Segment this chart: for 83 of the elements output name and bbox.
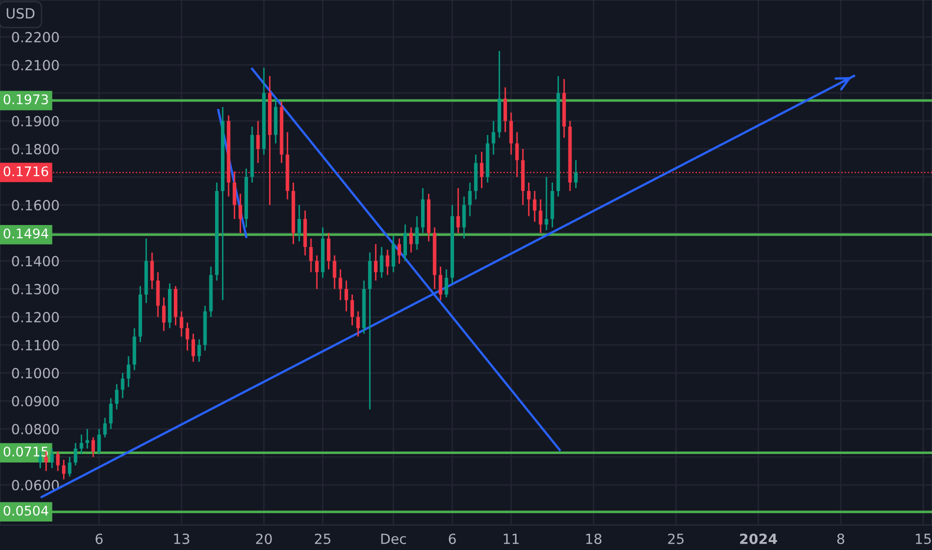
candlestick [114,383,119,410]
candlestick [468,182,472,217]
candlestick [197,338,201,362]
candlestick [68,456,72,478]
candlestick [415,215,419,250]
y-tick-label: 0.1200 [12,312,59,322]
candlestick [462,196,466,240]
candlestick [315,254,319,290]
candlestick [80,434,84,455]
candlestick [74,442,78,466]
ref-line-label: 0.1973 [4,94,48,104]
candlestick [527,182,531,217]
candlestick [344,280,348,312]
candlestick [297,204,301,242]
candlestick [56,450,60,472]
candlestick [356,310,360,338]
x-tick-label: Dec [381,534,406,544]
y-tick-label: 0.0800 [12,424,59,434]
candlestick [374,243,378,282]
y-tick-label: 0.1300 [12,284,59,294]
x-tick-label: 25 [314,534,330,544]
x-tick-label: 18 [586,534,602,544]
candlestick [120,372,124,399]
candlestick [398,238,402,264]
y-tick-label: 0.1000 [12,368,59,378]
candlestick [332,254,336,290]
x-tick-label: 13 [174,534,190,544]
candlestick [403,224,407,262]
candlestick [380,246,384,278]
candlestick [456,187,460,234]
candlestick [438,266,442,301]
y-tick-label: 0.2100 [12,60,59,70]
y-axis-title: USD [6,8,34,19]
candlestick [180,310,184,338]
candlestick [444,268,448,298]
candlestick [386,249,390,276]
candlestick [126,355,130,388]
candlestick [338,268,342,301]
candlestick [538,198,542,234]
candlestick [574,159,578,189]
candlestick [50,448,54,469]
candlestick [256,120,260,164]
candlestick [503,86,508,133]
candlestick [150,252,154,290]
candlestick [62,459,66,480]
candlestick [350,294,354,326]
x-tick-label: 11 [504,534,519,544]
candlestick [103,417,107,438]
ref-line-label: 0.1716 [4,166,48,176]
x-tick-label: 15 [916,534,931,544]
y-tick-label: 0.0600 [12,480,59,490]
ref-line-label: 0.0715 [4,446,48,457]
candlestick [86,428,90,450]
y-tick-label: 0.2200 [12,32,59,42]
candlestick [544,176,548,231]
candlestick [192,333,196,362]
candlestick [109,397,113,430]
ref-line-label: 0.0504 [4,506,48,516]
y-tick-label: 0.1900 [12,116,59,126]
candlestick [186,322,190,352]
candlestick [97,428,101,455]
ref-line-label: 0.1494 [4,228,48,238]
candlestick [392,235,396,273]
candlestick [409,226,413,254]
candlestick [309,238,313,273]
x-tick-label: 6 [448,534,456,544]
candlestick [492,120,496,156]
candlestick [326,232,330,270]
y-tick-label: 0.1100 [12,340,59,350]
x-tick-label: 25 [668,534,684,544]
y-tick-label: 0.0900 [12,396,59,406]
x-tick-label: 6 [96,534,103,544]
x-tick-label: 2024 [740,534,778,544]
candlestick [238,193,242,234]
candlestick [91,436,95,458]
candlestick [162,296,166,332]
x-tick-label: 20 [256,534,272,544]
candlestick [509,112,513,156]
y-tick-label: 0.1600 [12,200,59,210]
candlestick [532,190,536,222]
y-tick-label: 0.1800 [12,144,59,154]
x-tick-label: 8 [837,534,844,544]
y-tick-label: 0.1400 [12,256,59,266]
